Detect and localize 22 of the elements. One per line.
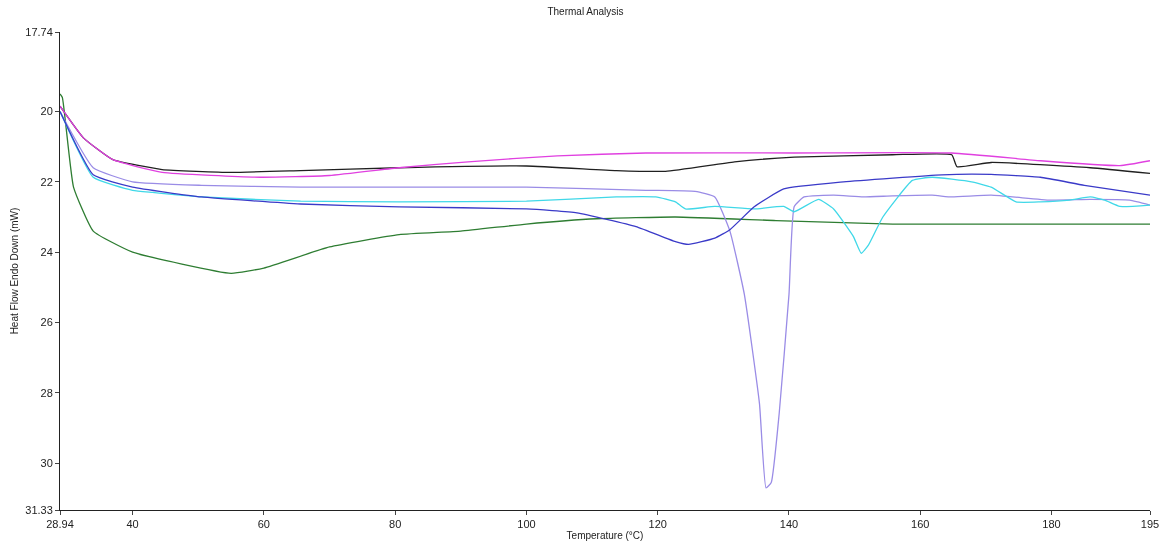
- chart-title: Thermal Analysis: [547, 6, 624, 18]
- x-tick-label: 80: [389, 518, 402, 531]
- x-tick-label: 160: [911, 518, 930, 531]
- y-tick-label: 24: [40, 246, 53, 259]
- y-tick-label: 17.74: [25, 25, 53, 38]
- y-tick-label: 20: [40, 105, 53, 118]
- x-tick-label: 140: [779, 518, 799, 531]
- y-tick-label: 26: [40, 316, 53, 329]
- y-tick-label: 22: [40, 175, 53, 188]
- y-tick-label: 31.33: [25, 503, 53, 516]
- x-tick-label: 28.94: [46, 518, 74, 531]
- x-tick-label: 40: [126, 518, 139, 531]
- x-tick-label: 100: [517, 518, 536, 531]
- y-tick-label: 28: [40, 386, 53, 399]
- x-tick-label: 180: [1042, 518, 1061, 531]
- y-axis-title: Heat Flow Endo Down (mW): [9, 207, 21, 335]
- x-tick-label: 195: [1140, 518, 1160, 531]
- x-axis-title: Temperature (°C): [566, 529, 644, 541]
- y-tick-label: 30: [40, 457, 53, 470]
- x-tick-label: 120: [648, 518, 667, 531]
- line-series: [60, 93, 1150, 274]
- x-tick-label: 60: [257, 518, 270, 531]
